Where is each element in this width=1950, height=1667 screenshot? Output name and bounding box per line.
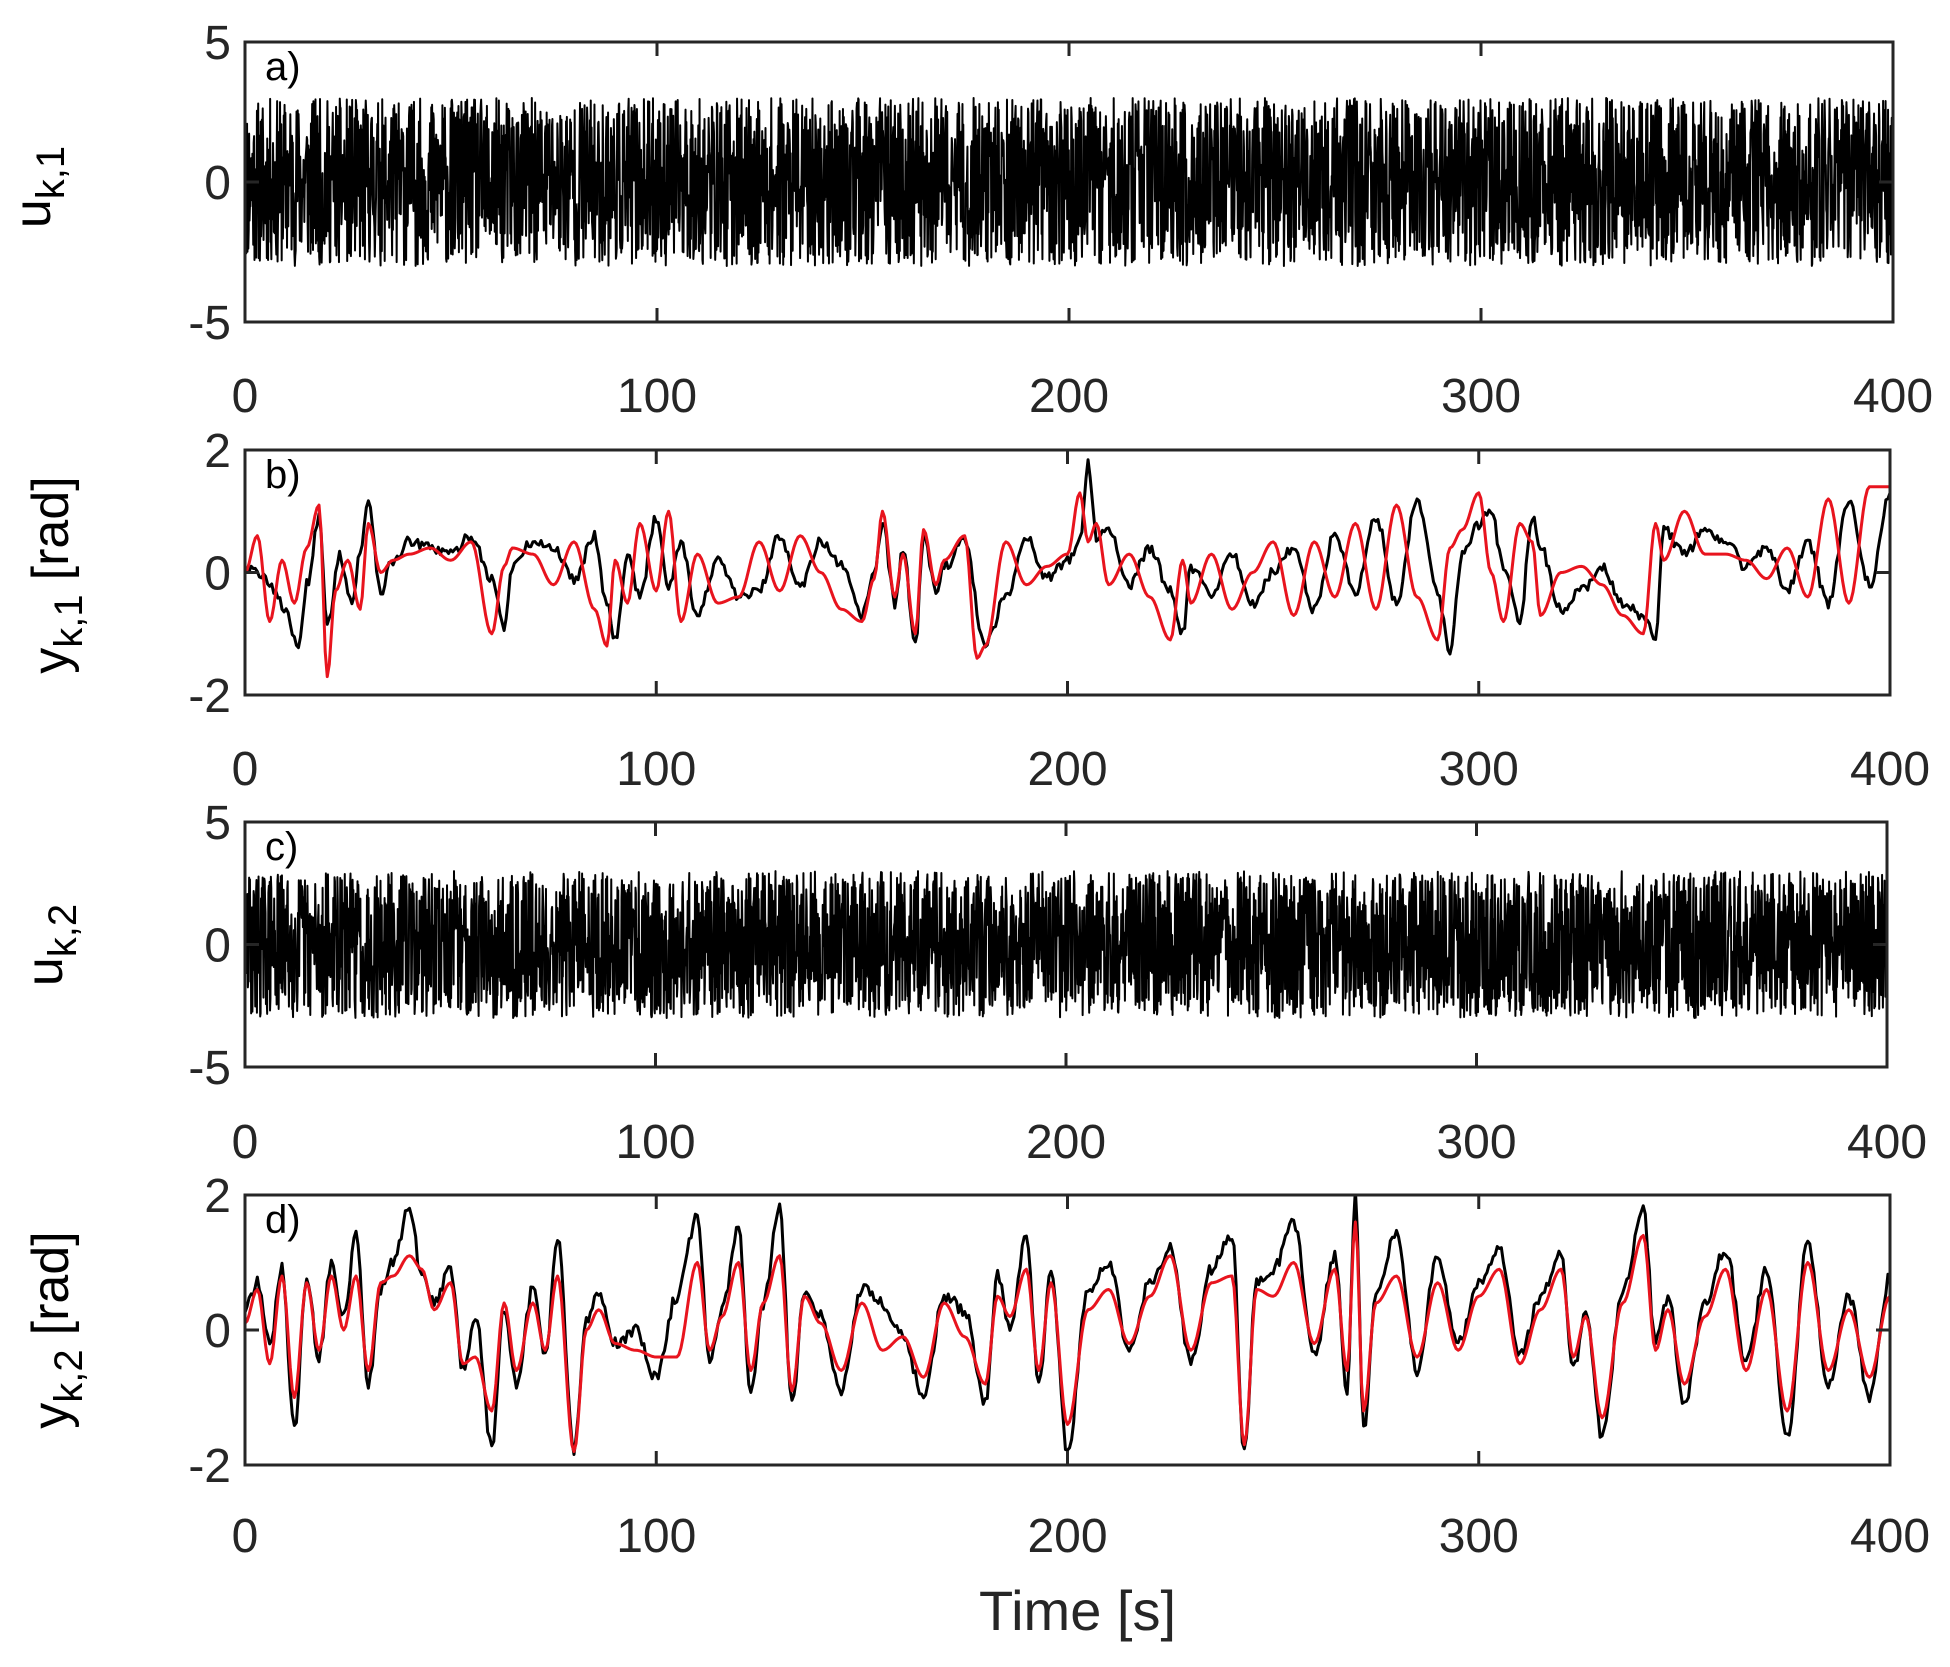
panel-c-xtick-label: 400 (1847, 1116, 1927, 1169)
panel-c-xtick-label: 0 (232, 1116, 259, 1169)
panel-c-ylabel-main: u (16, 957, 74, 986)
panel-a-ytick-label: 5 (204, 17, 231, 70)
panel-a-xtick-label: 0 (232, 370, 259, 423)
panel-d-xtick-label: 300 (1439, 1510, 1519, 1563)
panel-a: 0 100 200 300 400-505 a) uk,1 (4, 17, 1933, 423)
panel-c-ylabel-sub: k,2 (41, 904, 85, 957)
panel-b-xtick-label: 0 (232, 743, 259, 796)
panel-b-ylabel-sub: k,1 (47, 594, 91, 647)
panel-b-xtick-label: 100 (616, 743, 696, 796)
panel-d-ylabel-main: y (22, 1403, 80, 1429)
panel-b-tag: b) (265, 453, 301, 497)
panel-a-xtick-label: 100 (617, 370, 697, 423)
panel-d-ylabel-unit: [rad] (22, 1231, 80, 1335)
panel-c-ticks: 0 100 200 300 400-505 (188, 797, 1927, 1169)
panel-d-xlabel: Time [s] (979, 1579, 1176, 1642)
panel-b-ytick-label: 2 (204, 425, 231, 478)
panel-d-ticks: 0 100 200 300 400-202 (188, 1170, 1930, 1563)
panel-b-series-measured (245, 458, 1890, 656)
panel-b-xtick-label: 400 (1850, 743, 1930, 796)
panel-a-ytick-label: 0 (204, 157, 231, 210)
panel-d-ytick-label: 2 (204, 1170, 231, 1223)
panel-c-ytick-label: 5 (204, 797, 231, 850)
panel-d-xtick-label: 0 (232, 1510, 259, 1563)
panel-b-series-model (245, 485, 1890, 679)
panel-b-traces (245, 458, 1890, 679)
panel-a-tag: a) (265, 45, 301, 89)
panel-d-xtick-label: 100 (616, 1510, 696, 1563)
panel-a-ylabel-sub: k,1 (29, 146, 73, 199)
panel-d-series-model (245, 1220, 1890, 1453)
panel-c-xtick-label: 200 (1026, 1116, 1106, 1169)
panel-a-ylabel-main: u (4, 199, 62, 228)
panel-c-ytick-label: -5 (188, 1042, 231, 1095)
panel-c-ylabel: uk,2 (16, 904, 85, 986)
panel-b-ytick-label: -2 (188, 670, 231, 723)
panel-a-series-input (245, 97, 1893, 267)
panel-b-ticks: 0 100 200 300 400-202 (188, 425, 1930, 796)
panel-d-ylabel: yk,2 [rad] (22, 1231, 91, 1428)
panel-c-tag: c) (265, 825, 298, 869)
panel-b-ylabel-unit: [rad] (22, 476, 80, 580)
panel-b-xtick-label: 300 (1439, 743, 1519, 796)
panel-d-ylabel-sub: k,2 (47, 1349, 91, 1402)
panel-a-xtick-label: 400 (1853, 370, 1933, 423)
panel-c-xtick-label: 300 (1436, 1116, 1516, 1169)
panel-b: 0 100 200 300 400-202 b) yk,1[rad] (22, 425, 1930, 796)
panel-d-traces (245, 1195, 1890, 1456)
panel-c-ytick-label: 0 (204, 920, 231, 973)
panel-a-xtick-label: 200 (1029, 370, 1109, 423)
panel-b-ylabel: yk,1 [rad] (22, 476, 91, 673)
panel-d-xtick-label: 400 (1850, 1510, 1930, 1563)
panel-c-traces (245, 870, 1887, 1019)
panel-a-traces (245, 97, 1893, 267)
panel-d-xtick-label: 200 (1027, 1510, 1107, 1563)
panel-d-tag: d) (265, 1198, 301, 1242)
panel-a-ylabel: uk,1 (4, 146, 73, 228)
panel-a-ytick-label: -5 (188, 297, 231, 350)
panel-d-ytick-label: -2 (188, 1440, 231, 1493)
panel-c-xtick-label: 100 (615, 1116, 695, 1169)
panel-c-series-input (245, 870, 1887, 1019)
panel-a-xtick-label: 300 (1441, 370, 1521, 423)
panel-b-ylabel-main: y (22, 648, 80, 674)
panel-b-ytick-label: 0 (204, 548, 231, 601)
panel-c: 0 100 200 300 400-505 c) uk,2 (16, 797, 1927, 1169)
panel-b-xtick-label: 200 (1027, 743, 1107, 796)
panel-a-ticks: 0 100 200 300 400-505 (188, 17, 1933, 423)
panel-d: 0 100 200 300 400-202 d) yk,2[rad] Time [s] (22, 1170, 1930, 1642)
panel-d-ytick-label: 0 (204, 1305, 231, 1358)
